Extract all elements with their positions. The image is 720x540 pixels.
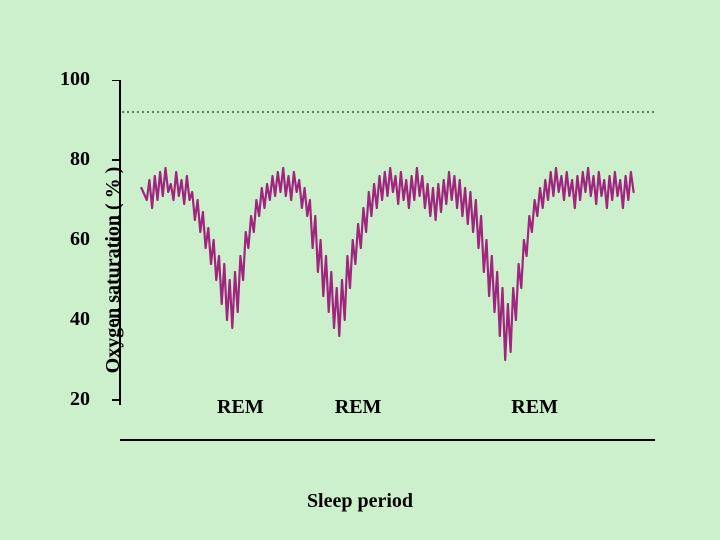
plot-svg (100, 80, 660, 450)
x-axis-label: Sleep period (0, 490, 720, 513)
y-tick-label: 80 (50, 148, 90, 171)
y-tick-label: 20 (50, 388, 90, 411)
rem-annotation: REM (217, 396, 264, 419)
y-tick-label: 40 (50, 308, 90, 331)
rem-annotation: REM (335, 396, 382, 419)
plot-area (100, 80, 660, 450)
y-tick-label: 100 (50, 68, 90, 91)
rem-annotation: REM (511, 396, 558, 419)
y-tick-label: 60 (50, 228, 90, 251)
oxygen-saturation-chart: Oxygen saturation ( % ) Sleep period 100… (0, 0, 720, 540)
